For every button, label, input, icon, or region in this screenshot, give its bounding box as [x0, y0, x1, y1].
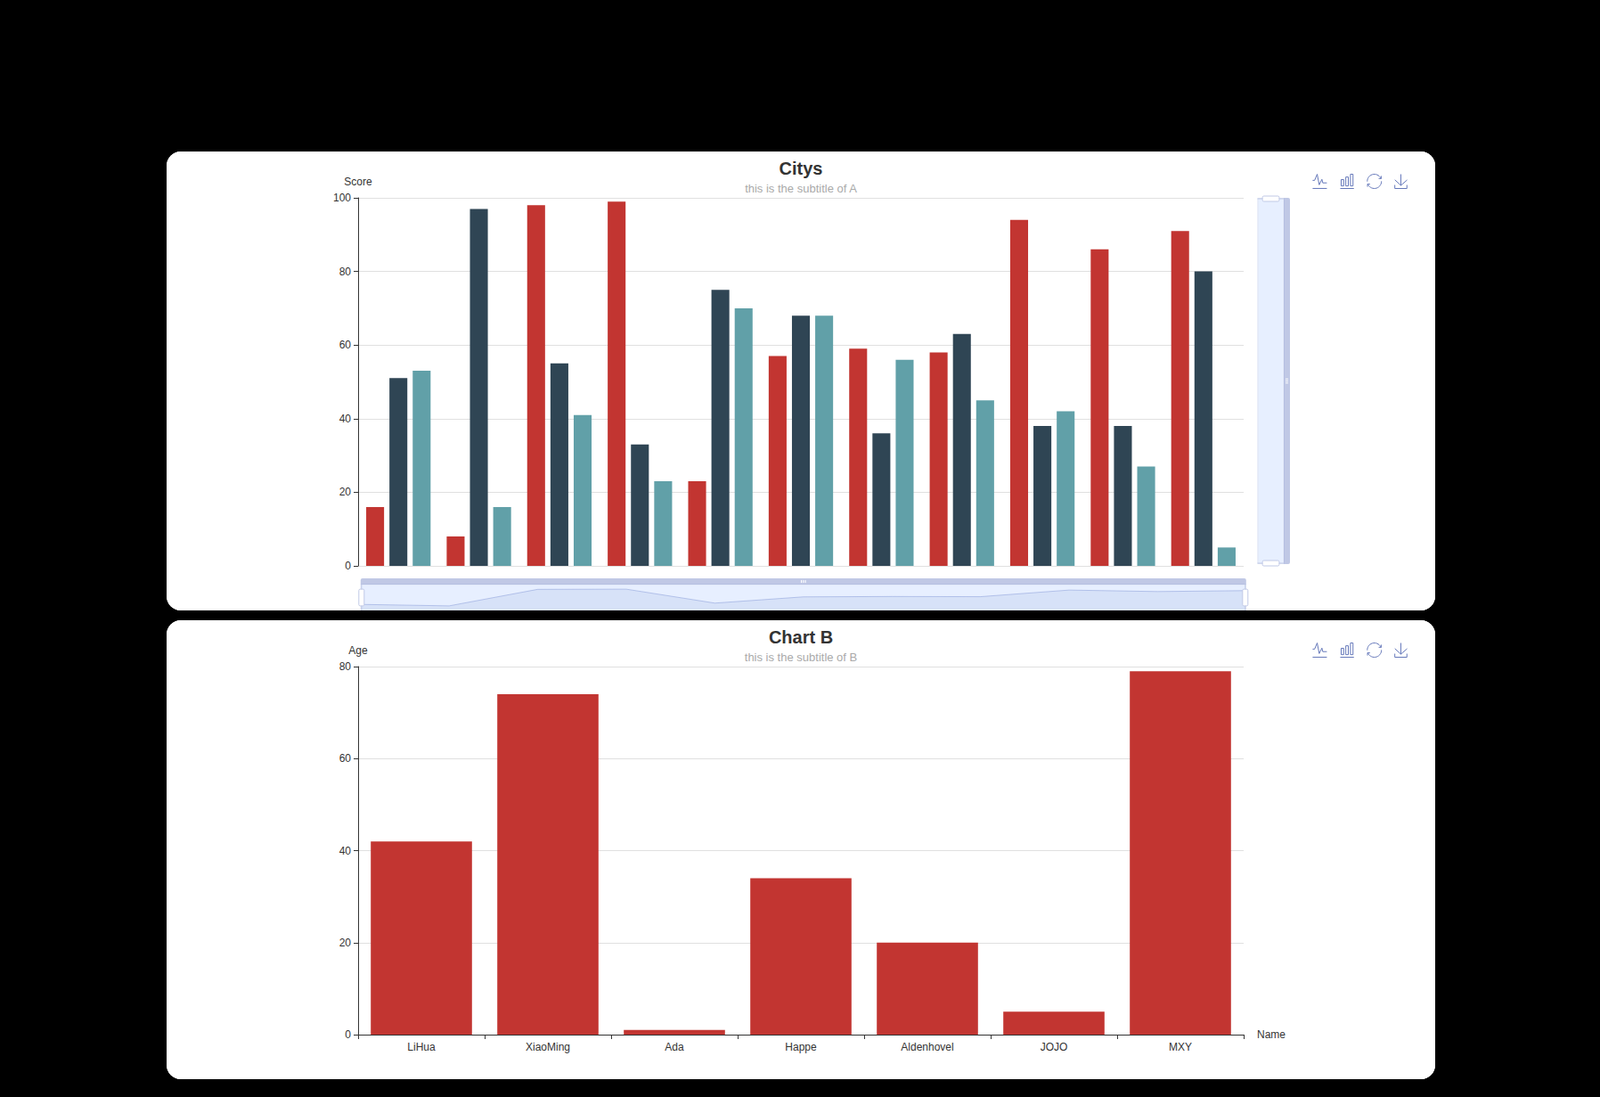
svg-text:Citys: Citys — [779, 158, 824, 179]
svg-text:60: 60 — [339, 751, 352, 765]
svg-text:20: 20 — [339, 936, 352, 949]
svg-text:Happe: Happe — [784, 1040, 817, 1054]
svg-text:this is the subtitle of A: this is the subtitle of A — [744, 181, 858, 196]
svg-text:40: 40 — [339, 412, 352, 425]
svg-text:40: 40 — [339, 844, 352, 858]
svg-text:JOJO: JOJO — [1040, 1040, 1069, 1054]
svg-text:Aldenhovel: Aldenhovel — [900, 1040, 954, 1054]
svg-text:MXY: MXY — [1168, 1040, 1192, 1054]
svg-text:60: 60 — [339, 338, 352, 352]
svg-text:0: 0 — [344, 559, 352, 572]
svg-text:Name: Name — [1257, 1028, 1286, 1041]
svg-text:80: 80 — [339, 265, 352, 278]
svg-text:Score: Score — [343, 175, 373, 188]
svg-text:this is the subtitle of B: this is the subtitle of B — [744, 650, 858, 664]
svg-text:LiHua: LiHua — [407, 1040, 436, 1054]
svg-text:80: 80 — [339, 660, 352, 673]
svg-text:Chart B: Chart B — [768, 627, 833, 647]
svg-text:20: 20 — [339, 485, 352, 498]
svg-text:100: 100 — [333, 191, 352, 205]
svg-text:XiaoMing: XiaoMing — [525, 1040, 571, 1054]
svg-text:Age: Age — [348, 644, 368, 657]
svg-text:0: 0 — [344, 1028, 352, 1041]
svg-text:Ada: Ada — [664, 1040, 685, 1054]
